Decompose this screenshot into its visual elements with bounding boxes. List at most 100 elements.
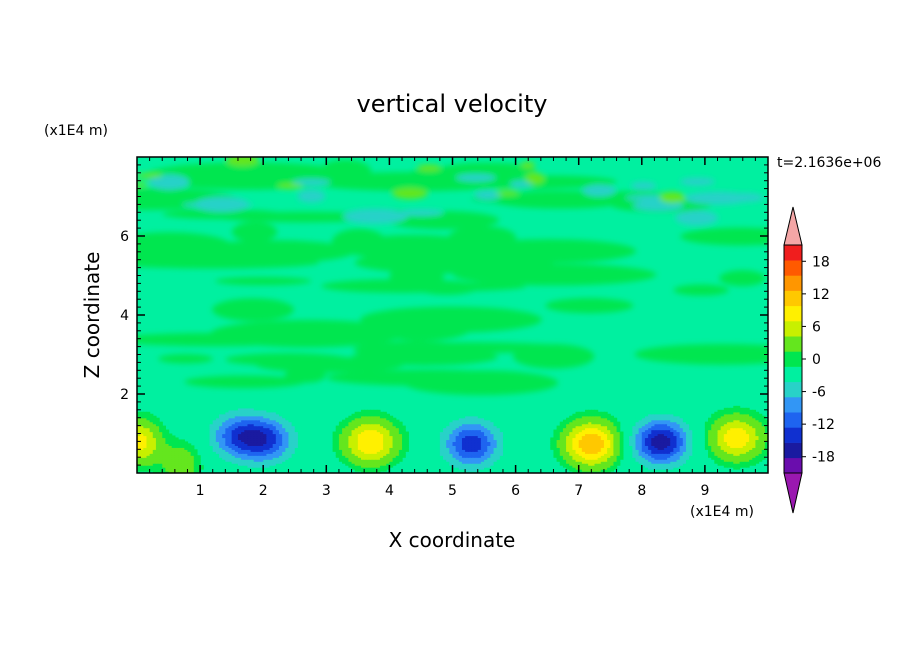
field-cell [351,459,356,462]
field-cell [231,459,236,462]
field-cell [651,443,656,446]
field-cell [461,417,466,421]
field-cell [667,437,671,441]
field-cell [648,433,652,437]
field-cell [332,445,337,448]
field-cell [685,429,690,433]
field-cell [465,431,469,435]
field-cell [585,423,589,427]
field-cell [225,431,230,435]
field-cell [578,471,583,473]
texture-band [323,281,526,292]
field-cell [493,425,498,429]
field-cell [203,435,208,439]
field-cell [392,461,397,464]
field-cell [739,459,744,462]
field-cell [241,457,245,460]
field-cell [149,415,154,419]
field-cell [361,467,365,470]
field-cell [474,467,479,470]
field-cell [663,445,668,448]
field-cell [685,451,690,454]
field-cell [452,457,457,460]
field-cell [386,463,390,466]
field-cell [367,425,372,429]
field-cell [332,447,337,450]
field-cell [146,415,151,419]
field-cell [660,429,665,433]
field-cell [402,451,406,454]
field-cell [149,425,154,429]
field-cell [222,439,226,443]
field-cell [704,439,709,443]
field-cell [266,461,271,464]
field-cell [566,465,570,468]
field-cell [597,469,602,472]
field-cell [266,455,271,458]
field-cell [556,443,561,446]
field-cell [256,411,261,415]
field-cell [146,447,151,450]
field-cell [613,467,618,470]
texture-band [545,298,634,314]
field-cell [367,437,372,441]
field-cell [682,441,687,444]
field-cell [370,411,375,415]
field-cell [297,447,302,450]
field-cell [726,439,731,443]
field-cell [143,433,148,437]
field-cell [566,433,570,437]
field-cell [730,419,734,423]
field-cell [648,459,652,462]
texture-band [474,190,502,200]
field-cell [556,457,561,460]
field-cell [644,417,649,421]
field-cell [152,451,157,454]
field-cell [591,453,596,456]
field-cell [591,415,596,419]
field-cell [174,441,179,444]
field-cell [449,449,454,452]
x-tick-label: 9 [700,483,709,499]
field-cell [159,421,163,425]
field-cell [184,457,189,460]
field-cell [635,437,640,441]
field-cell [502,433,507,437]
field-cell [594,425,599,429]
field-cell [726,463,731,466]
field-cell [458,411,463,415]
field-cell [484,449,488,452]
field-cell [603,451,608,454]
field-cell [260,469,264,472]
field-cell [651,419,656,423]
field-cell [168,457,173,460]
field-cell [266,407,271,411]
field-cell [648,451,652,454]
field-cell [723,427,728,431]
field-cell [629,421,633,425]
field-cell [260,455,264,458]
field-cell [222,441,226,444]
field-cell [755,435,760,439]
field-cell [600,461,605,464]
field-cell [499,447,504,450]
field-cell [219,419,223,423]
field-cell [256,403,261,407]
field-cell [581,445,586,448]
field-cell [461,433,466,437]
field-cell [635,459,640,462]
field-cell [714,455,719,458]
field-cell [562,439,567,443]
field-cell [364,447,368,450]
field-cell [461,421,466,425]
field-cell [367,451,372,454]
field-cell [591,459,596,462]
field-cell [711,439,715,443]
field-cell [556,447,561,450]
field-cell [146,439,151,443]
field-cell [660,417,665,421]
field-cell [673,449,678,452]
field-cell [730,449,734,452]
field-cell [219,439,223,443]
field-cell [670,431,674,435]
